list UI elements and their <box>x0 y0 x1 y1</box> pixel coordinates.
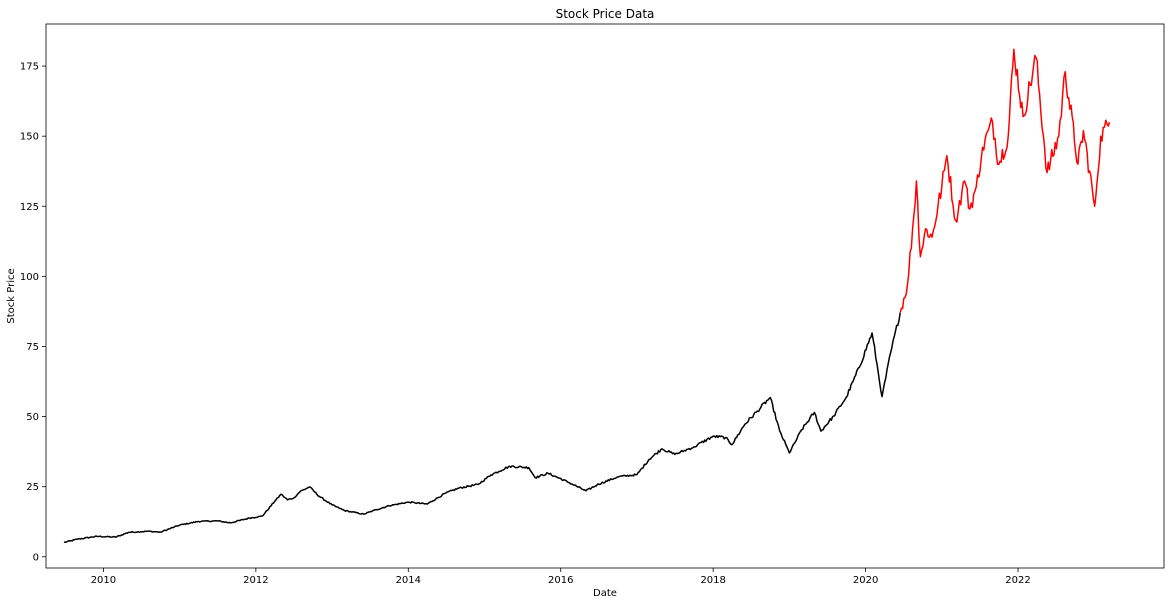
series-line-1 <box>63 312 901 544</box>
x-axis: 2010 2012 2014 2016 2018 2020 2022 <box>91 568 1031 586</box>
y-axis: 0 25 50 75 100 125 150 175 <box>20 62 46 563</box>
x-axis-label: Date <box>593 588 617 599</box>
x-tick-label-2010: 2010 <box>91 575 116 586</box>
x-tick-label-2016: 2016 <box>548 575 573 586</box>
y-tick-label-150: 150 <box>20 132 39 143</box>
x-tick-label-2020: 2020 <box>853 575 878 586</box>
y-axis-label: Stock Price <box>6 268 17 323</box>
y-tick-label-75: 75 <box>26 342 39 353</box>
y-tick-label-25: 25 <box>26 482 39 493</box>
series-line-2 <box>899 48 1111 314</box>
x-tick-label-2018: 2018 <box>700 575 725 586</box>
x-tick-label-2022: 2022 <box>1005 575 1030 586</box>
y-tick-label-175: 175 <box>20 62 39 73</box>
x-tick-label-2012: 2012 <box>243 575 268 586</box>
y-tick-label-50: 50 <box>26 412 39 423</box>
y-tick-label-125: 125 <box>20 202 39 213</box>
x-tick-label-2014: 2014 <box>396 575 421 586</box>
series-layer <box>63 48 1111 544</box>
chart-title: Stock Price Data <box>556 7 655 21</box>
y-tick-label-0: 0 <box>33 552 39 563</box>
y-tick-label-100: 100 <box>20 272 39 283</box>
plot-area <box>45 23 1165 569</box>
